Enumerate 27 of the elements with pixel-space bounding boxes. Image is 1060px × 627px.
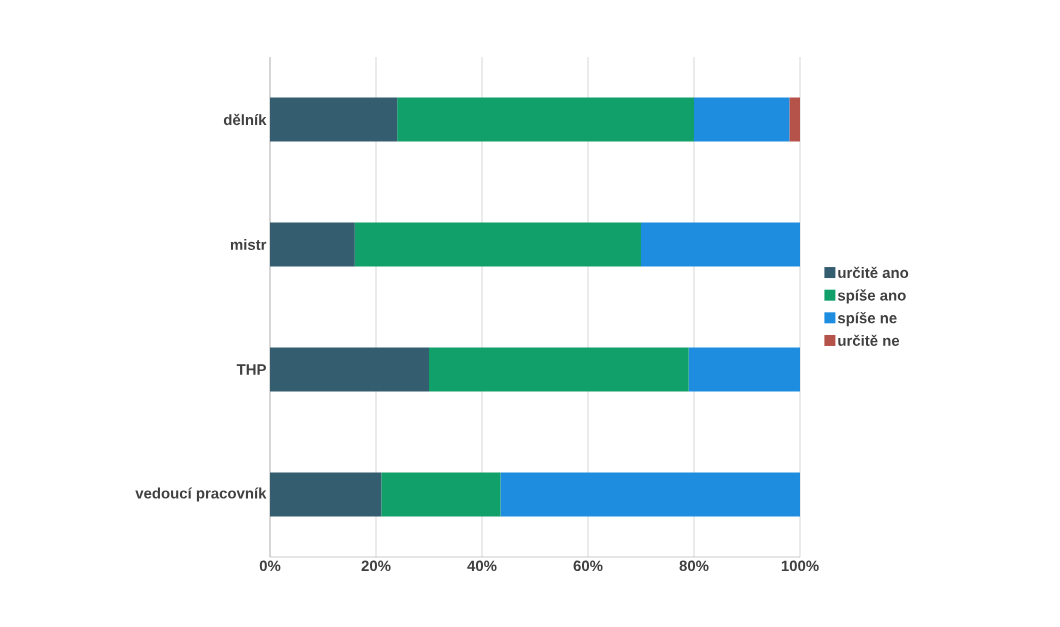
bar (354, 222, 642, 267)
bar (397, 97, 695, 142)
legend-label: spíše ne (837, 312, 897, 327)
x-tick-label: 100% (781, 560, 819, 572)
legend-label: určitě ne (838, 334, 900, 346)
bar (429, 347, 689, 392)
bar (641, 222, 801, 267)
x-tick-label: 40% (467, 560, 497, 572)
y-tick-label: THP (236, 364, 266, 375)
bar (270, 472, 382, 517)
bar (789, 97, 801, 142)
bar (270, 222, 355, 267)
x-tick-label: 80% (679, 560, 709, 572)
bar (500, 472, 801, 517)
bar (270, 97, 398, 142)
x-tick-label: 0% (259, 560, 281, 572)
x-tick-label: 20% (361, 560, 391, 572)
bar (270, 347, 429, 392)
legend-label: určitě ano (838, 266, 909, 279)
bar (694, 97, 790, 142)
y-tick-label: mistr (230, 239, 267, 250)
y-tick-label: vedoucí pracovník (135, 487, 267, 502)
legend-label: spíše ano (837, 289, 906, 304)
bar (381, 472, 501, 517)
x-tick-label: 60% (573, 560, 603, 572)
y-tick-label: dělník (223, 113, 267, 126)
bar (688, 347, 801, 392)
